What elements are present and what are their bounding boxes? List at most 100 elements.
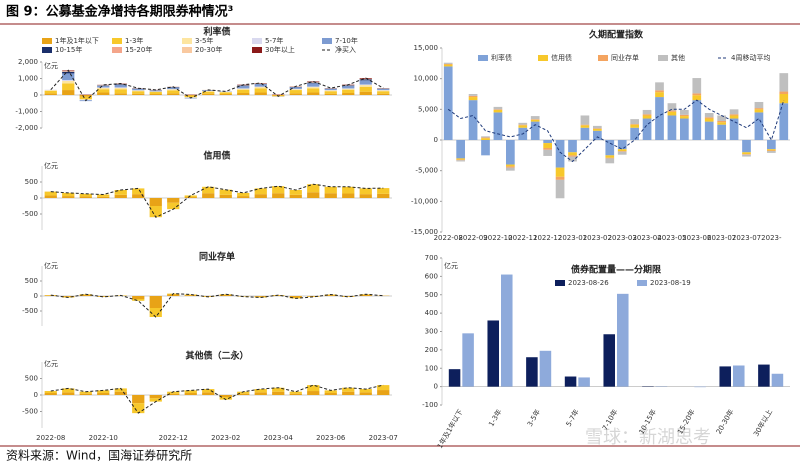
x-tick-label: 3-5年 <box>525 408 542 428</box>
bar-segment <box>779 94 789 104</box>
bar-segment <box>132 296 145 299</box>
bar-segment <box>692 78 702 94</box>
bar-segment <box>149 90 162 92</box>
bar-segment <box>377 188 390 194</box>
unit-label: 亿元 <box>44 359 58 368</box>
line <box>447 99 785 163</box>
x-tick-label: 2022-11 <box>508 234 537 242</box>
bar-segment <box>729 114 739 116</box>
legend-swatch <box>42 47 52 53</box>
bar-segment <box>667 115 677 140</box>
bar-segment <box>132 395 145 404</box>
bar-segment <box>493 109 503 110</box>
bar-segment <box>324 295 337 296</box>
bar-segment <box>481 136 490 138</box>
bar-segment <box>506 166 515 168</box>
bar-segment <box>617 151 627 155</box>
legend-swatch <box>658 55 668 61</box>
bar-segment <box>456 158 465 160</box>
chart-title: 债券配置量——分期限 <box>571 264 662 276</box>
y-tick-label: -15,000 <box>411 228 438 236</box>
bar-segment <box>456 140 465 159</box>
y-tick-label: 100 <box>425 364 438 372</box>
x-tick-label: 2022-12 <box>533 234 562 242</box>
bar-segment <box>114 87 127 90</box>
bar-segment <box>184 390 197 394</box>
bar-segment <box>468 100 478 140</box>
bar-segment <box>132 299 145 301</box>
bar-segment <box>456 159 465 161</box>
y-tick-label: 400 <box>425 309 438 317</box>
bar-segment <box>289 190 302 195</box>
unit-label: 亿元 <box>44 61 58 70</box>
bar-segment <box>593 128 602 129</box>
bar-segment <box>219 396 232 400</box>
bar-segment <box>202 389 215 393</box>
bar-segment <box>254 392 267 395</box>
bar-segment <box>555 167 565 177</box>
page-title: 图 9：公募基金净增持各期限券种情况³ <box>6 4 233 20</box>
bar-segment <box>237 88 250 90</box>
bar <box>578 377 590 387</box>
bar-segment <box>359 91 372 95</box>
y-tick-label: -10,000 <box>411 197 438 205</box>
y-tick-label: -100 <box>422 401 438 409</box>
bar-segment <box>342 93 355 95</box>
bar-segment <box>324 90 337 92</box>
bar-segment <box>324 390 337 394</box>
bar-segment <box>655 82 664 91</box>
bar-segment <box>44 90 57 91</box>
bar-segment <box>184 95 197 96</box>
bar-segment <box>184 195 197 198</box>
bar-segment <box>97 85 110 88</box>
x-tick-label: 2023-07 <box>732 234 761 242</box>
bar-segment <box>630 124 639 128</box>
bar <box>448 369 461 387</box>
x-tick-label: 2023-02 <box>211 434 240 442</box>
bar-segment <box>44 295 57 296</box>
y-tick-label: 0 <box>34 194 38 202</box>
bar-segment <box>184 197 197 198</box>
x-tick-label: 2023-07 <box>369 434 398 442</box>
bar-segment <box>289 87 302 89</box>
bar-segment <box>704 118 714 122</box>
bar-segment <box>167 393 180 395</box>
bar-segment <box>342 391 355 395</box>
bar-segment <box>642 109 652 115</box>
bar-segment <box>184 295 197 296</box>
bar-segment <box>580 125 590 128</box>
bar-segment <box>630 124 639 125</box>
bar-segment <box>62 83 75 91</box>
bar-segment <box>149 92 162 95</box>
x-tick-label: 2022-10 <box>89 434 118 442</box>
bar-segment <box>202 91 215 92</box>
bar-segment <box>359 194 372 198</box>
y-tick-label: 500 <box>25 375 38 383</box>
bar-segment <box>717 120 726 123</box>
bar-segment <box>237 196 250 198</box>
bar-segment <box>680 114 689 117</box>
bar-segment <box>79 391 92 394</box>
bar-segment <box>149 395 162 399</box>
watermark: 雪球：新湖思考 <box>585 427 711 448</box>
bar-segment <box>342 387 355 392</box>
bar-segment <box>667 111 677 116</box>
bar-segment <box>114 194 127 198</box>
bar-segment <box>202 296 215 297</box>
bar-segment <box>729 115 739 119</box>
bar-segment <box>342 85 355 89</box>
bar-segment <box>754 108 764 110</box>
y-tick-label: 200 <box>425 346 438 354</box>
bar-segment <box>506 164 515 167</box>
bar-segment <box>307 192 320 198</box>
y-tick-label: -500 <box>22 307 38 315</box>
bar-segment <box>667 103 677 111</box>
chart-title: 利率债 <box>202 26 230 38</box>
bar-segment <box>642 114 652 116</box>
legend-label: 1年及1年以下 <box>55 36 99 45</box>
bar-segment <box>289 194 302 198</box>
bar-segment <box>443 63 453 65</box>
bar-segment <box>272 295 285 296</box>
bar-segment <box>202 91 215 94</box>
bar-segment <box>114 93 127 95</box>
